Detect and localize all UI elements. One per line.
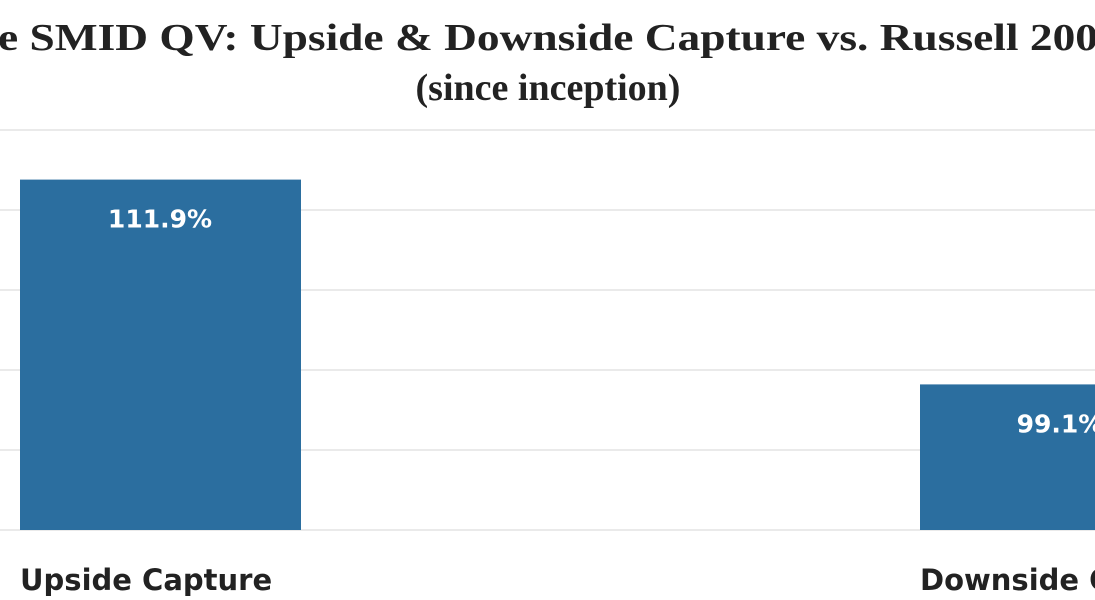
bar <box>20 179 301 530</box>
value-label: 111.9% <box>108 205 212 234</box>
chart-title: e SMID QV: Upside & Downside Capture vs.… <box>0 17 1095 59</box>
chart-subtitle: (since inception) <box>416 67 681 109</box>
bar <box>920 384 1095 530</box>
value-label: 99.1% <box>1017 409 1095 438</box>
x-tick-label: Upside Capture <box>20 563 272 597</box>
x-tick-label: Downside C <box>920 563 1095 597</box>
